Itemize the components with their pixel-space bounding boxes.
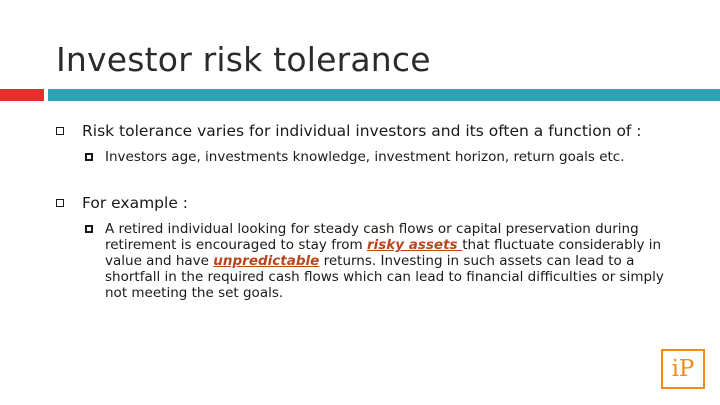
slide-content: Risk tolerance varies for individual inv… — [54, 122, 679, 301]
bullet-text: Risk tolerance varies for individual inv… — [82, 122, 642, 140]
accent-band-red — [0, 89, 44, 101]
bullet-risk-tolerance: Risk tolerance varies for individual inv… — [54, 122, 679, 141]
sub-bullet-text-part2: that fluctuate considerably in value and… — [105, 237, 662, 269]
filled-square-bullet-icon — [85, 225, 93, 233]
sub-bullet-text-part3: returns. Investing in such assets can le… — [105, 253, 664, 301]
risky-assets-link[interactable]: risky assets — [366, 237, 463, 253]
bullet-for-example: For example : — [54, 194, 679, 213]
hollow-square-bullet-icon — [56, 127, 64, 135]
ip-logo: iP — [661, 349, 705, 389]
sub-bullet-factors: Investors age, investments knowledge, in… — [54, 149, 679, 165]
sub-bullet-example: A retired individual looking for steady … — [54, 221, 679, 301]
sub-bullet-text: Investors age, investments knowledge, in… — [105, 149, 625, 165]
filled-square-bullet-icon — [85, 153, 93, 161]
slide-title: Investor risk tolerance — [56, 40, 431, 79]
accent-band-teal — [48, 89, 720, 101]
sub-bullet-text-part1: A retired individual looking for steady … — [105, 221, 639, 253]
hollow-square-bullet-icon — [56, 199, 64, 207]
bullet-text: For example : — [82, 194, 189, 212]
unpredictable-link[interactable]: unpredictable — [213, 253, 320, 269]
